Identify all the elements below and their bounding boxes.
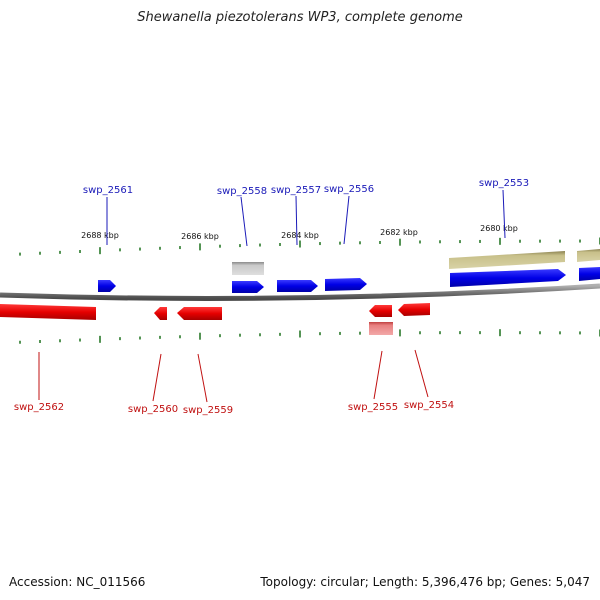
gene-swp-2557[interactable] [277, 280, 318, 292]
scale-label-2680: 2680 kbp [480, 224, 518, 233]
label-swp-2558[interactable]: swp_2558 [217, 186, 267, 197]
label-swp-2562[interactable]: swp_2562 [14, 402, 64, 413]
gene-swp-2561[interactable] [98, 280, 116, 292]
scale-label-2688: 2688 kbp [81, 231, 119, 240]
label-swp-2559[interactable]: swp_2559 [183, 405, 233, 416]
feature-gray[interactable] [232, 262, 264, 275]
scale-label-2686: 2686 kbp [181, 232, 219, 241]
gene-swp-2556[interactable] [325, 278, 367, 291]
tick-track-lower [19, 329, 600, 344]
genome-title: Shewanella piezotolerans WP3, complete g… [137, 10, 463, 25]
accession-text: Accession: NC_011566 [9, 575, 146, 589]
gene-swp-2553[interactable] [450, 269, 566, 287]
leader-swp-2553 [502, 189, 506, 239]
gene-swp-2560[interactable] [154, 307, 167, 320]
scale-label-2684: 2684 kbp [281, 231, 319, 240]
label-swp-2557[interactable]: swp_2557 [271, 185, 321, 196]
leader-swp-2559 [197, 353, 208, 403]
leader-swp-2560 [152, 353, 162, 402]
feature-pink[interactable] [369, 322, 393, 335]
genome-summary-text: Topology: circular; Length: 5,396,476 bp… [260, 575, 590, 589]
feature-olive-1[interactable] [449, 251, 565, 269]
leader-swp-2555 [373, 350, 383, 400]
genome-backbone [0, 283, 600, 301]
gene-swp-2554[interactable] [398, 303, 430, 316]
label-swp-2560[interactable]: swp_2560 [128, 404, 178, 415]
label-swp-2554[interactable]: swp_2554 [404, 400, 454, 411]
leader-swp-2556 [343, 195, 350, 245]
leader-swp-2558 [240, 196, 248, 247]
leader-swp-2554 [414, 349, 429, 398]
tick-track-upper [19, 237, 600, 256]
gene-swp-2562[interactable] [0, 304, 96, 320]
gene-forward-edge[interactable] [579, 267, 600, 281]
leader-swp-2557 [295, 195, 298, 246]
label-swp-2553[interactable]: swp_2553 [479, 178, 529, 189]
scale-label-2682: 2682 kbp [380, 228, 418, 237]
gene-swp-2559[interactable] [177, 307, 222, 320]
label-swp-2555[interactable]: swp_2555 [348, 402, 398, 413]
feature-olive-2[interactable] [577, 249, 600, 262]
gene-swp-2555[interactable] [369, 305, 392, 317]
label-swp-2556[interactable]: swp_2556 [324, 184, 374, 195]
gene-swp-2558[interactable] [232, 281, 264, 293]
label-swp-2561[interactable]: swp_2561 [83, 185, 133, 196]
